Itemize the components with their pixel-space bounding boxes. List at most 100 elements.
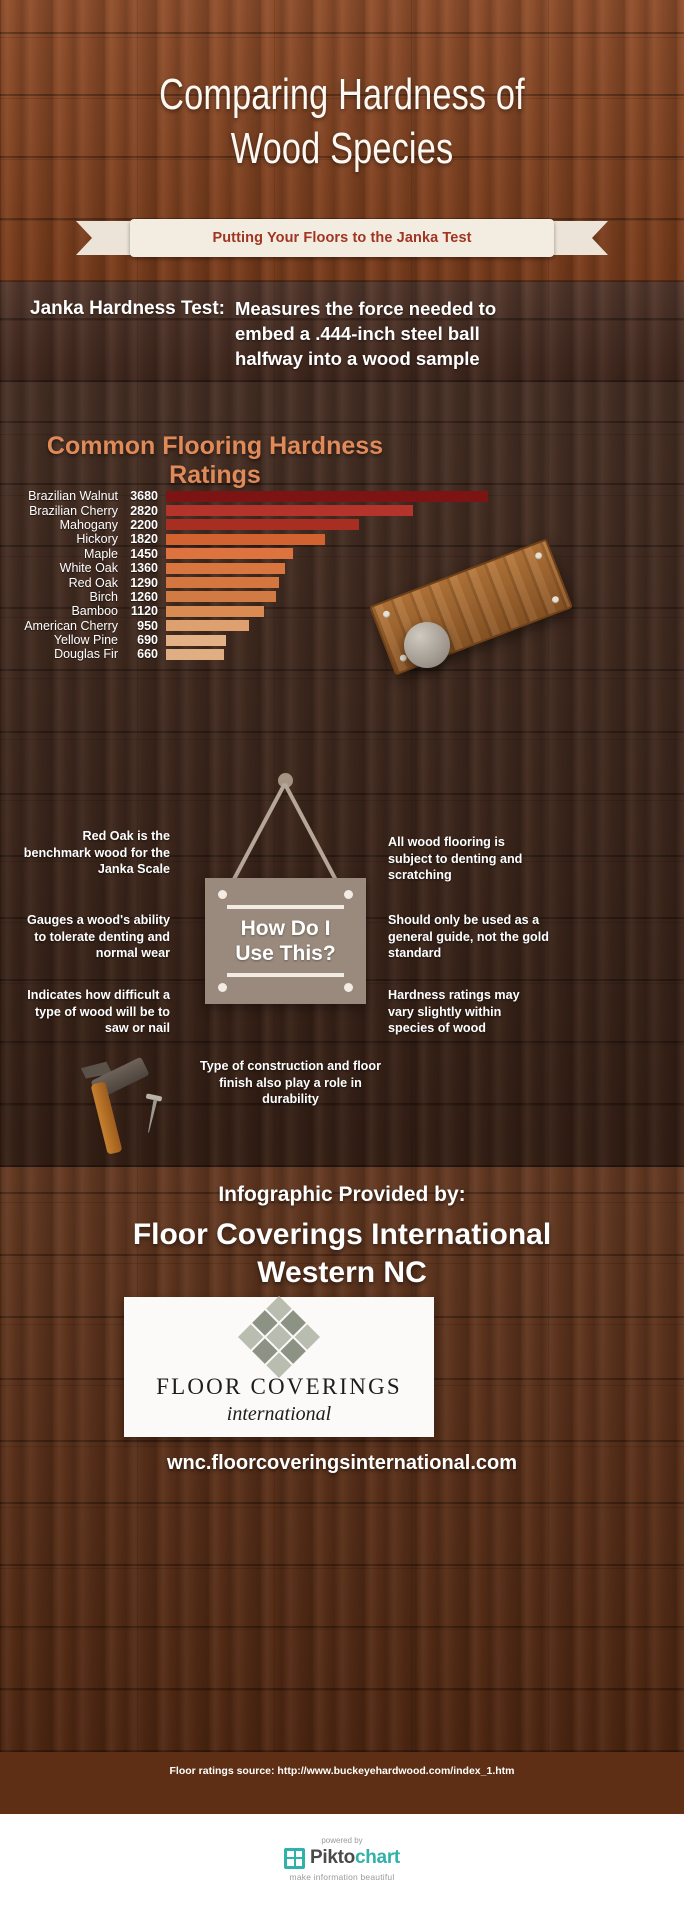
chart-category-label: Brazilian Walnut <box>28 489 118 504</box>
chart-row: Yellow Pine 690 <box>0 633 500 647</box>
chart-bar <box>166 605 264 617</box>
chart-row: White Oak 1360 <box>0 561 500 575</box>
ribbon-tail-left-icon <box>76 221 132 255</box>
chart-value-label: 1290 <box>130 575 158 590</box>
chart-bar <box>166 591 277 603</box>
chart-row: Douglas Fir 660 <box>0 647 500 661</box>
chart-row: Hickory 1820 <box>0 532 500 546</box>
chart-category-label: Yellow Pine <box>53 633 118 648</box>
subtitle-ribbon: Putting Your Floors to the Janka Test <box>0 219 684 257</box>
janka-test-description: Measures the force needed to embed a .44… <box>235 298 497 369</box>
sign-bolt-icon <box>344 983 353 992</box>
chart-value-label: 1120 <box>130 604 158 619</box>
bullet-left-1: Red Oak is the benchmark wood for the Ja… <box>23 829 170 876</box>
sign-text: How Do I Use This? <box>235 916 335 966</box>
bullet-right-3: Hardness ratings may vary slightly withi… <box>388 988 520 1035</box>
chart-bar <box>166 548 293 560</box>
screw-icon <box>381 609 392 619</box>
chart-category-label: Hickory <box>76 532 118 547</box>
company-logo: FLOOR COVERINGS international <box>124 1295 434 1437</box>
screw-icon <box>550 595 561 605</box>
hardness-bar-chart: Brazilian Walnut 3680 Brazilian Cherry 2820… <box>0 489 500 662</box>
source-section <box>0 1752 684 1814</box>
chart-bar <box>166 577 279 589</box>
diamond-logo-icon <box>237 1295 321 1379</box>
brand-name: Floor Coverings International Western NC <box>0 1216 684 1292</box>
ribbon-label: Putting Your Floors to the Janka Test <box>212 230 472 246</box>
bullet-right-1: All wood flooring is subject to denting … <box>388 835 523 882</box>
website-url[interactable]: wnc.floorcoveringsinternational.com <box>166 1452 518 1474</box>
sign-bolt-icon <box>218 983 227 992</box>
chart-value-label: 2200 <box>130 517 158 532</box>
piktochart-name-part-2: chart <box>354 1847 400 1868</box>
chart-value-label: 660 <box>137 647 158 662</box>
chart-bar <box>166 533 326 545</box>
screw-icon <box>534 551 544 561</box>
sign-bolt-icon <box>344 890 353 899</box>
logo-primary-text: FLOOR COVERINGS <box>156 1374 402 1399</box>
chart-value-label: 1260 <box>130 589 158 604</box>
ribbon-tail-right-icon <box>552 221 608 255</box>
ribbon-body: Putting Your Floors to the Janka Test <box>130 219 554 257</box>
intro-block: Janka Hardness Test: Measures the force … <box>0 296 684 371</box>
chart-category-label: American Cherry <box>24 618 118 633</box>
chart-row: Birch 1260 <box>0 590 500 604</box>
piktochart-wordmark: Piktochart <box>310 1847 400 1869</box>
chart-value-label: 690 <box>137 633 158 648</box>
chart-value-label: 1820 <box>130 532 158 547</box>
piktochart-section <box>0 1814 684 1920</box>
chart-row: Maple 1450 <box>0 547 500 561</box>
chart-category-label: Bamboo <box>71 604 118 619</box>
chart-row: Brazilian Cherry 2820 <box>0 503 500 518</box>
chart-bar <box>166 505 413 517</box>
bullet-right-2: Should only be used as a general guide, … <box>388 913 549 960</box>
bullet-center: Type of construction and floor finish al… <box>200 1059 381 1106</box>
page-title-line-2: Wood Species <box>230 124 454 173</box>
chart-category-label: Maple <box>83 546 118 561</box>
provided-by-label: Infographic Provided by: <box>218 1183 466 1206</box>
chart-row: American Cherry 950 <box>0 619 500 633</box>
sign-divider-top <box>227 905 344 909</box>
brand-name-line-2: Western NC <box>257 1256 427 1289</box>
janka-test-label: Janka Hardness Test: <box>30 298 226 319</box>
chart-bar <box>166 519 359 531</box>
chart-category-label: Birch <box>89 589 118 604</box>
sign-text-line-2: Use This? <box>235 942 336 965</box>
chart-row: Brazilian Walnut 3680 <box>0 489 500 503</box>
chart-row: Mahogany 2200 <box>0 518 500 532</box>
chart-category-label: Red Oak <box>68 575 118 590</box>
chart-category-label: Mahogany <box>59 517 118 532</box>
piktochart-tagline: make information beautiful <box>289 1872 395 1882</box>
piktochart-logo-row: Piktochart <box>284 1847 400 1869</box>
brand-name-line-1: Floor Coverings International <box>132 1218 552 1251</box>
chart-title: Common Flooring Hardness Ratings <box>46 432 384 489</box>
chart-value-label: 2820 <box>130 503 158 518</box>
chart-bar <box>166 648 224 660</box>
steel-ball-illustration <box>404 622 450 668</box>
chart-row: Red Oak 1290 <box>0 575 500 590</box>
chart-value-label: 1450 <box>130 546 158 561</box>
bullet-left-2: Gauges a wood's ability to tolerate dent… <box>27 913 170 960</box>
chart-row: Bamboo 1120 <box>0 604 500 618</box>
chart-value-label: 1360 <box>130 561 158 576</box>
how-do-i-use-this-sign: How Do I Use This? <box>205 878 366 1004</box>
piktochart-attribution[interactable]: powered by Piktochart make information b… <box>0 1836 684 1882</box>
chart-value-label: 3680 <box>130 489 158 504</box>
chart-bar <box>166 620 250 632</box>
chart-category-label: Douglas Fir <box>54 647 118 662</box>
sign-text-line-1: How Do I <box>240 917 331 940</box>
page-title-line-1: Comparing Hardness of <box>159 70 525 119</box>
chart-bar <box>166 490 488 502</box>
chart-value-label: 950 <box>137 618 158 633</box>
piktochart-name-part-1: Pikto <box>310 1847 355 1868</box>
source-citation: Floor ratings source: http://www.buckeye… <box>169 1765 515 1777</box>
chart-category-label: Brazilian Cherry <box>29 503 118 518</box>
logo-secondary-text: international <box>226 1403 332 1425</box>
page-title: Comparing Hardness of Wood Species <box>75 68 609 176</box>
sign-divider-bottom <box>227 973 344 977</box>
chart-bar <box>166 562 285 574</box>
sign-bolt-icon <box>218 890 227 899</box>
chart-bar <box>166 634 227 646</box>
piktochart-mark-icon <box>284 1847 306 1869</box>
bullet-left-3: Indicates how difficult a type of wood w… <box>27 988 170 1035</box>
